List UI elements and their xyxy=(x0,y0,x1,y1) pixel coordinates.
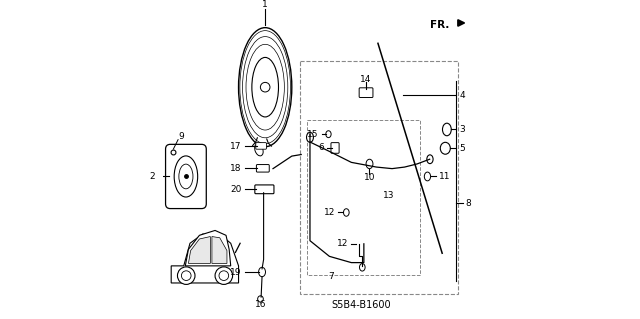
Ellipse shape xyxy=(366,159,373,169)
Text: 18: 18 xyxy=(230,164,242,173)
Ellipse shape xyxy=(326,131,331,137)
FancyBboxPatch shape xyxy=(166,145,206,209)
Text: 14: 14 xyxy=(360,75,372,84)
FancyBboxPatch shape xyxy=(256,143,266,149)
Polygon shape xyxy=(171,234,239,283)
Text: 19: 19 xyxy=(230,268,242,277)
Text: 20: 20 xyxy=(230,185,242,194)
Text: 6: 6 xyxy=(318,144,324,152)
Bar xyxy=(300,61,458,294)
Ellipse shape xyxy=(307,132,314,142)
Text: 15: 15 xyxy=(307,130,319,139)
Ellipse shape xyxy=(239,28,292,147)
Text: 8: 8 xyxy=(466,199,472,208)
Ellipse shape xyxy=(440,142,451,154)
Text: 12: 12 xyxy=(337,239,348,248)
Text: 17: 17 xyxy=(230,142,242,151)
FancyBboxPatch shape xyxy=(257,165,269,172)
Text: 10: 10 xyxy=(364,173,375,182)
Ellipse shape xyxy=(259,267,266,277)
Polygon shape xyxy=(212,237,227,263)
Circle shape xyxy=(181,271,191,280)
Polygon shape xyxy=(186,230,230,266)
Text: 3: 3 xyxy=(460,125,465,134)
Text: 4: 4 xyxy=(460,91,465,100)
Ellipse shape xyxy=(344,209,349,216)
Circle shape xyxy=(219,271,228,280)
Text: S5B4-B1600: S5B4-B1600 xyxy=(331,300,390,310)
Ellipse shape xyxy=(360,263,365,271)
Text: 9: 9 xyxy=(179,132,184,141)
Text: 5: 5 xyxy=(460,144,465,153)
Bar xyxy=(307,120,420,275)
Text: 16: 16 xyxy=(255,300,266,309)
Polygon shape xyxy=(188,237,211,263)
Text: 11: 11 xyxy=(439,172,451,181)
Ellipse shape xyxy=(174,156,198,197)
Ellipse shape xyxy=(258,296,263,302)
FancyBboxPatch shape xyxy=(255,185,274,194)
Ellipse shape xyxy=(255,144,263,156)
Text: 1: 1 xyxy=(262,0,268,9)
Text: 7: 7 xyxy=(328,272,334,281)
Circle shape xyxy=(260,82,270,92)
Text: 13: 13 xyxy=(383,191,395,200)
FancyBboxPatch shape xyxy=(331,143,339,153)
Text: 12: 12 xyxy=(324,208,335,217)
FancyBboxPatch shape xyxy=(359,88,373,98)
Circle shape xyxy=(215,267,232,285)
Ellipse shape xyxy=(424,172,431,181)
Ellipse shape xyxy=(179,164,193,189)
Text: 2: 2 xyxy=(149,172,155,181)
Text: FR.: FR. xyxy=(429,19,449,30)
Ellipse shape xyxy=(442,123,451,136)
Circle shape xyxy=(177,267,195,285)
Ellipse shape xyxy=(252,57,278,117)
Ellipse shape xyxy=(427,155,433,164)
